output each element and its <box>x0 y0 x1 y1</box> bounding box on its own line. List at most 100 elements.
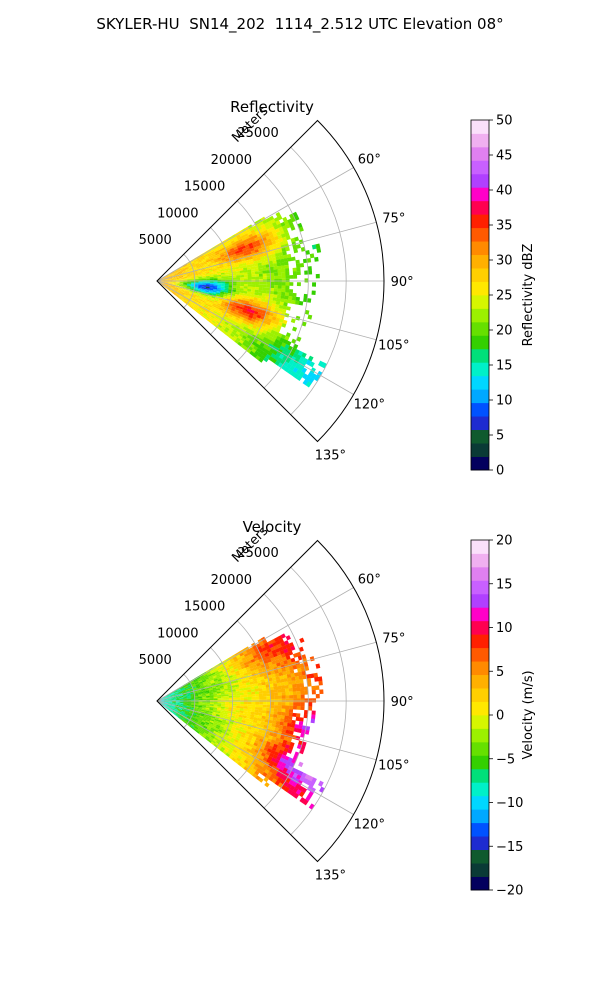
echo-cell <box>179 705 184 708</box>
echo-cell <box>227 673 233 677</box>
echo-cell <box>190 716 196 720</box>
echo-cell <box>196 309 201 313</box>
echo-cell <box>201 271 206 274</box>
echo-cell <box>240 697 245 700</box>
colorbar-swatch <box>471 647 489 662</box>
echo-cell <box>215 726 220 730</box>
colorbar-swatch <box>471 688 489 702</box>
echo-cell <box>243 692 248 696</box>
echo-cell <box>205 706 210 709</box>
echo-cell <box>185 709 190 712</box>
echo-cell <box>209 695 214 698</box>
echo-cell <box>206 278 211 281</box>
echo-cell <box>249 299 254 303</box>
echo-cell <box>196 687 201 690</box>
echo-cell <box>276 679 281 684</box>
echo-cell <box>287 680 293 685</box>
echo-cell <box>308 377 315 384</box>
colorbar-swatch <box>471 133 489 148</box>
echo-cell <box>224 705 229 708</box>
echo-cell <box>247 231 252 236</box>
echo-cell <box>234 250 240 254</box>
echo-cell <box>236 654 241 659</box>
sector-frame <box>156 119 385 443</box>
echo-cell <box>202 698 207 701</box>
echo-cell <box>269 713 274 718</box>
echo-cell <box>183 264 188 268</box>
echo-cell <box>234 296 239 300</box>
echo-cell <box>219 243 224 248</box>
echo-cell <box>262 696 267 700</box>
echo-cell <box>220 674 225 678</box>
echo-cell <box>188 267 193 270</box>
echo-cell <box>273 636 280 643</box>
echo-cell <box>307 371 314 378</box>
echo-cell <box>199 674 204 678</box>
colorbar-swatch <box>471 254 489 269</box>
echo-cell <box>270 226 276 232</box>
echo-cell <box>238 658 243 663</box>
echo-cell <box>243 284 248 287</box>
echo-cell <box>224 286 229 290</box>
echo-cell <box>239 736 245 741</box>
echo-cell <box>197 307 203 311</box>
echo-cell <box>297 728 302 734</box>
echo-cell <box>194 698 199 700</box>
echo-cell <box>287 719 293 724</box>
echo-cell <box>279 675 284 680</box>
echo-cell <box>237 236 242 241</box>
echo-cell <box>235 287 241 291</box>
echo-cell <box>227 735 232 740</box>
echo-cell <box>222 330 228 335</box>
echo-cell <box>189 680 194 684</box>
echo-cell <box>185 299 190 302</box>
echo-cell <box>284 264 289 269</box>
echo-cell <box>239 710 244 714</box>
echo-cell <box>247 737 253 742</box>
echo-cell <box>168 697 173 700</box>
echo-cell <box>194 717 199 720</box>
echo-cell <box>259 723 265 728</box>
echo-cell <box>187 722 192 726</box>
echo-cell <box>281 247 287 253</box>
echo-cell <box>198 717 203 721</box>
echo-cell <box>279 649 285 655</box>
echo-cell <box>179 695 184 697</box>
echo-cell <box>238 238 243 243</box>
echo-cell <box>304 698 309 703</box>
echo-cell <box>214 727 220 731</box>
echo-cell <box>283 298 289 303</box>
echo-cell <box>296 687 301 692</box>
echo-cell <box>160 702 165 705</box>
echo-cell <box>218 250 224 254</box>
echo-cell <box>269 293 274 298</box>
echo-cell <box>225 697 230 700</box>
echo-cell <box>194 287 199 290</box>
colorbar-swatch <box>471 321 489 336</box>
echo-cell <box>174 287 179 290</box>
echo-cell <box>262 273 267 277</box>
echo-cell <box>235 305 241 309</box>
echo-cell <box>222 670 228 675</box>
colorbar-tick-label: 10 <box>496 621 513 636</box>
echo-cell <box>283 640 290 646</box>
echo-cell <box>246 713 251 717</box>
echo-cell <box>184 685 189 689</box>
echo-cell <box>273 689 278 693</box>
echo-cell <box>251 286 256 290</box>
echo-cell <box>210 315 215 319</box>
echo-cell <box>300 694 305 699</box>
echo-cell <box>259 279 264 283</box>
echo-cell <box>287 788 293 795</box>
echo-cell <box>171 275 176 277</box>
echo-cell <box>235 690 241 694</box>
echo-cell <box>249 646 255 652</box>
echo-cell <box>168 697 172 699</box>
echo-cell <box>213 678 218 682</box>
echo-cell <box>247 269 252 273</box>
echo-cell <box>193 288 199 291</box>
echo-cell <box>259 281 264 285</box>
colorbar-swatch <box>471 295 489 309</box>
echo-cell <box>265 684 270 688</box>
echo-cell <box>194 298 199 302</box>
